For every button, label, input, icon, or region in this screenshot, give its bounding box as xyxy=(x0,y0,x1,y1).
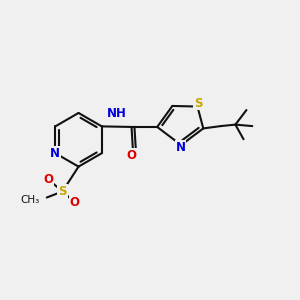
Text: NH: NH xyxy=(107,107,127,120)
Text: S: S xyxy=(58,185,67,198)
Text: O: O xyxy=(127,149,136,162)
Text: O: O xyxy=(70,196,80,209)
Text: N: N xyxy=(176,141,185,154)
Text: S: S xyxy=(194,97,202,110)
Text: N: N xyxy=(50,147,60,160)
Text: O: O xyxy=(43,173,53,186)
Text: CH₃: CH₃ xyxy=(21,195,40,205)
